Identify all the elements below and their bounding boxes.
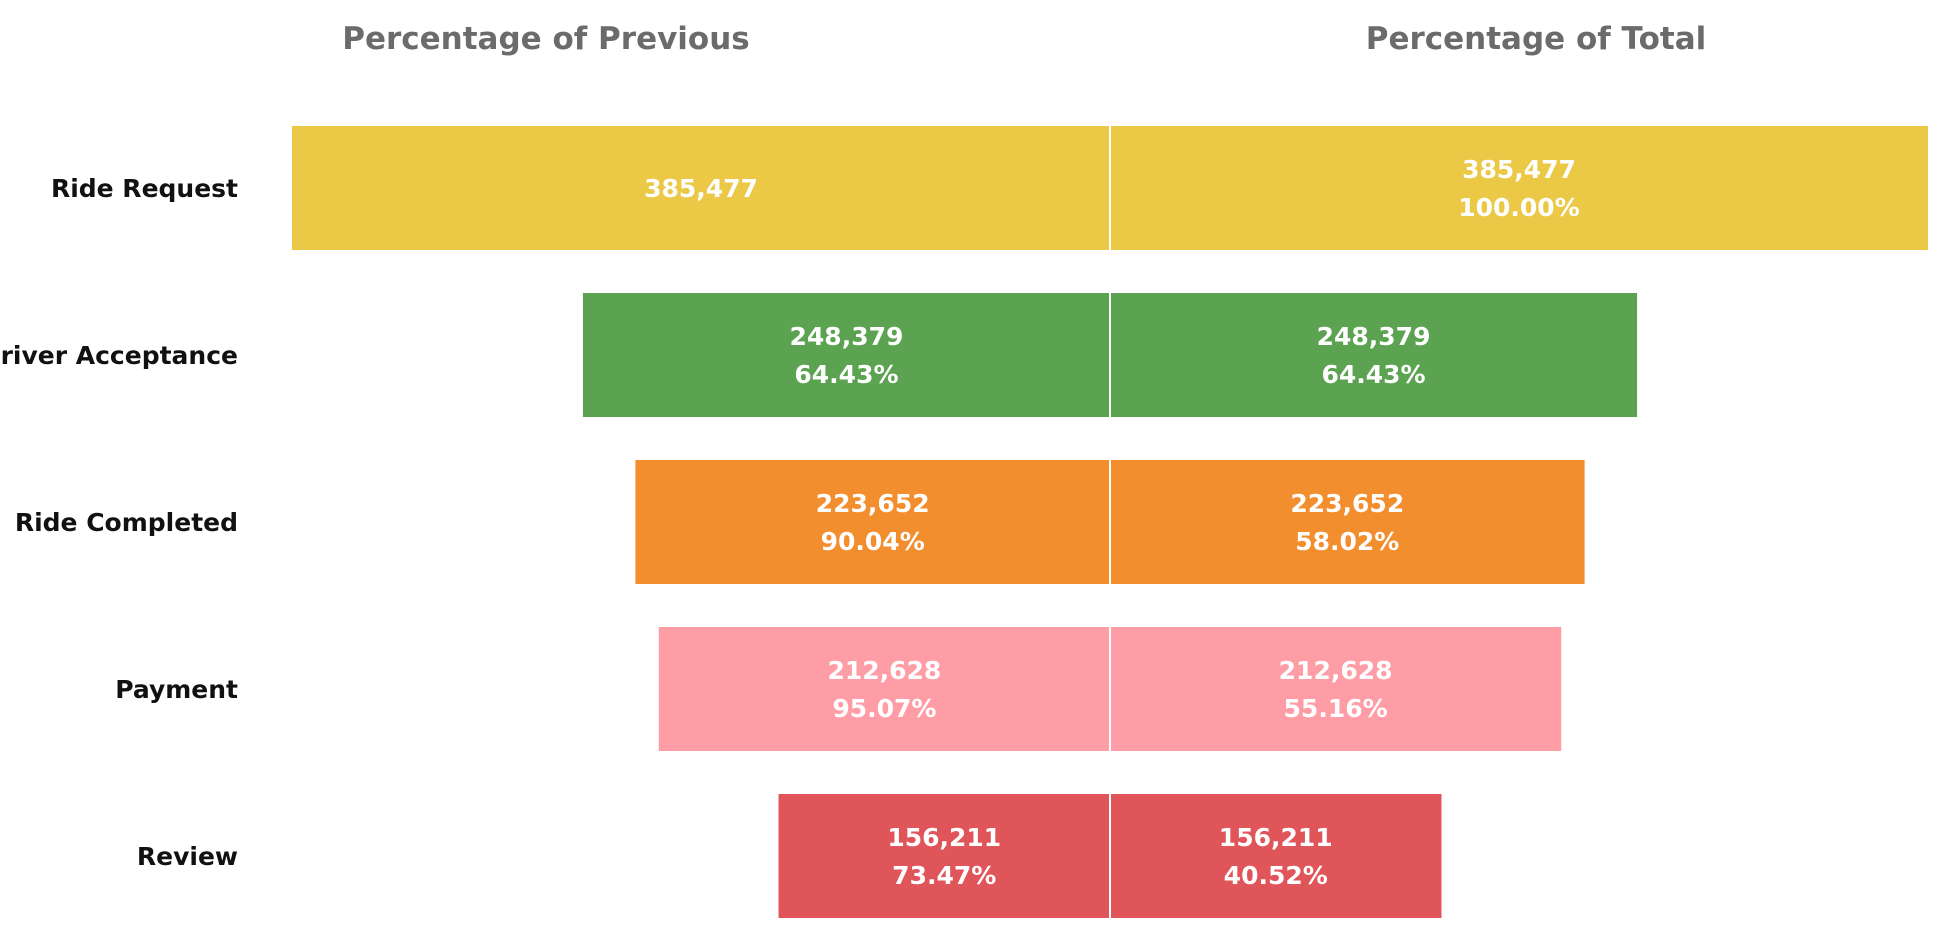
bar-value-label: 223,652	[816, 489, 930, 518]
bar-percent-label: 64.43%	[1321, 360, 1425, 389]
bar-value-label: 248,379	[1317, 322, 1431, 351]
bar-value-label: 212,628	[827, 656, 941, 685]
bar-percentage-of-previous	[778, 794, 1110, 918]
bar-value-label: 385,477	[1462, 155, 1576, 184]
bar-percentage-of-previous	[635, 460, 1110, 584]
bar-percentage-of-previous	[658, 627, 1110, 751]
left-column-header: Percentage of Previous	[342, 21, 750, 57]
category-label: Ride Request	[51, 174, 238, 203]
category-label: Driver Acceptance	[0, 341, 238, 370]
bar-percent-label: 95.07%	[832, 694, 936, 723]
right-column-header: Percentage of Total	[1366, 21, 1707, 57]
bar-percent-label: 90.04%	[821, 527, 925, 556]
bar-value-label: 212,628	[1279, 656, 1393, 685]
bar-percentage-of-total	[1110, 293, 1638, 417]
bar-percent-label: 73.47%	[892, 861, 996, 890]
bar-percentage-of-total	[1110, 627, 1562, 751]
bar-percent-label: 40.52%	[1224, 861, 1328, 890]
bar-value-label: 156,211	[1219, 823, 1333, 852]
bar-percentage-of-previous	[582, 293, 1110, 417]
bar-value-label: 385,477	[644, 174, 758, 203]
bar-percentage-of-previous	[292, 126, 1110, 250]
bar-percentage-of-total	[1110, 794, 1442, 918]
bar-value-label: 156,211	[887, 823, 1001, 852]
bar-value-label: 223,652	[1290, 489, 1404, 518]
bar-percentage-of-total	[1110, 126, 1928, 250]
bar-percentage-of-total	[1110, 460, 1585, 584]
bar-value-label: 248,379	[790, 322, 904, 351]
category-label: Review	[137, 842, 238, 871]
bar-percent-label: 55.16%	[1284, 694, 1388, 723]
bar-percent-label: 58.02%	[1295, 527, 1399, 556]
bar-percent-label: 64.43%	[794, 360, 898, 389]
category-label: Payment	[115, 675, 238, 704]
funnel-rows: Ride Request 385,477 385,477 100.00% Driver …	[0, 126, 1928, 918]
bar-percent-label: 100.00%	[1458, 193, 1580, 222]
category-label: Ride Completed	[15, 508, 238, 537]
